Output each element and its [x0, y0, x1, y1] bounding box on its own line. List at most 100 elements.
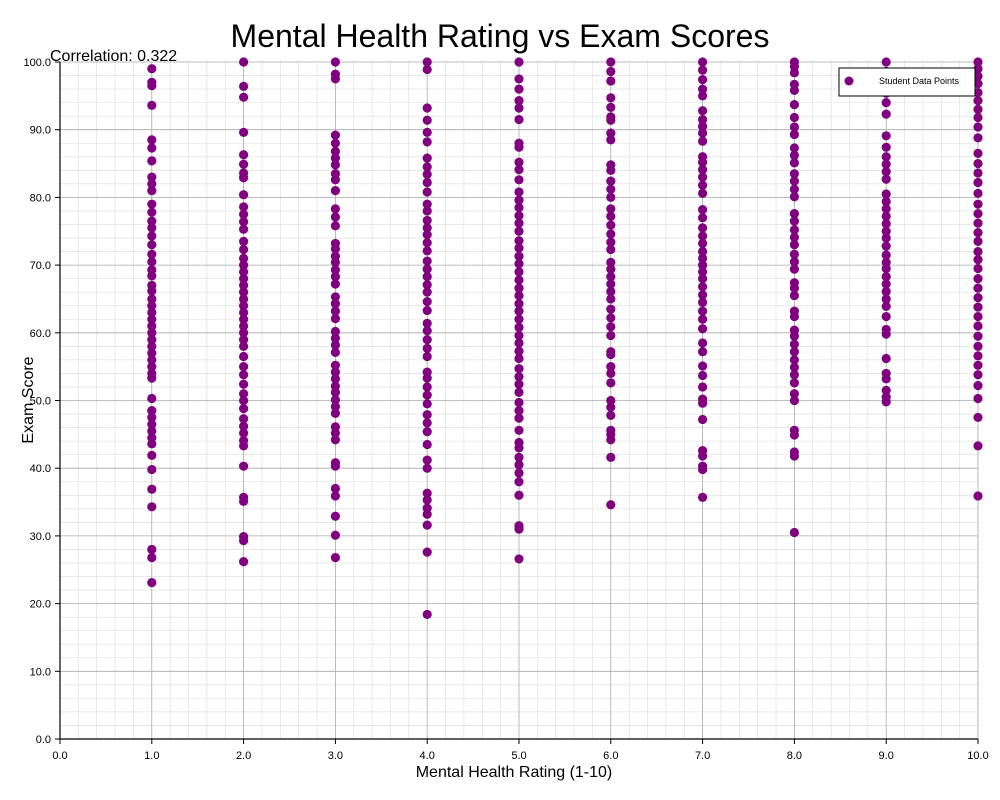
- data-point: [330, 313, 340, 324]
- data-point: [239, 217, 249, 227]
- data-point: [973, 228, 983, 238]
- data-point: [698, 361, 708, 371]
- data-point: [789, 169, 800, 179]
- data-point: [789, 129, 800, 140]
- data-point: [881, 329, 891, 339]
- data-point: [698, 231, 708, 241]
- data-point: [147, 223, 157, 233]
- data-point: [147, 328, 157, 338]
- data-point: [239, 253, 249, 263]
- data-point: [514, 95, 524, 106]
- legend-marker: [844, 76, 854, 86]
- y-tick-label: 10.0: [30, 666, 51, 678]
- data-point: [698, 75, 708, 85]
- data-point: [239, 190, 249, 200]
- data-point: [330, 367, 340, 377]
- data-point: [330, 74, 340, 84]
- data-point: [239, 244, 249, 255]
- data-point: [239, 224, 249, 234]
- data-point: [881, 159, 891, 169]
- data-point: [606, 349, 616, 360]
- data-point: [698, 65, 708, 75]
- data-point: [789, 158, 800, 168]
- x-tick-label: 7.0: [695, 750, 710, 762]
- data-point: [789, 176, 800, 186]
- data-point: [881, 294, 891, 304]
- data-point: [881, 397, 891, 407]
- data-point: [698, 370, 708, 381]
- data-point: [973, 199, 983, 209]
- data-point: [239, 209, 249, 219]
- data-point: [698, 314, 708, 324]
- data-point: [698, 91, 708, 101]
- data-point: [973, 263, 983, 274]
- data-point: [514, 283, 524, 293]
- data-point: [973, 381, 983, 391]
- data-point: [789, 283, 800, 293]
- data-point: [881, 301, 891, 311]
- data-point: [789, 264, 800, 274]
- data-point: [973, 158, 983, 169]
- data-point: [330, 347, 340, 358]
- data-point: [973, 412, 983, 423]
- data-point: [422, 382, 432, 392]
- data-point: [422, 334, 432, 345]
- data-point: [330, 340, 340, 350]
- data-point: [514, 322, 524, 332]
- data-point: [330, 395, 340, 405]
- data-point: [147, 135, 157, 145]
- data-point: [239, 81, 249, 91]
- data-point: [698, 246, 708, 257]
- data-point: [239, 428, 249, 438]
- data-point: [698, 290, 708, 300]
- data-point: [239, 274, 249, 284]
- data-point: [606, 211, 616, 221]
- data-point: [514, 290, 524, 301]
- data-point: [606, 135, 616, 145]
- data-point: [789, 362, 800, 372]
- data-point: [239, 127, 249, 138]
- data-point: [789, 257, 800, 267]
- data-point: [698, 324, 708, 334]
- data-point: [606, 272, 616, 282]
- data-point: [422, 488, 432, 498]
- data-point: [514, 524, 524, 534]
- data-point: [239, 328, 249, 338]
- data-point: [789, 378, 800, 388]
- data-point: [973, 370, 983, 380]
- data-point: [422, 287, 432, 297]
- data-point: [698, 106, 708, 116]
- data-point: [422, 439, 432, 450]
- data-point: [789, 331, 800, 341]
- data-point: [330, 265, 340, 275]
- data-point: [789, 395, 800, 406]
- data-point: [881, 131, 891, 141]
- data-point: [973, 104, 983, 114]
- data-point: [698, 128, 708, 138]
- data-point: [422, 137, 432, 147]
- data-point: [514, 425, 524, 435]
- data-point: [698, 213, 708, 223]
- data-point: [514, 74, 524, 84]
- data-point: [514, 165, 524, 175]
- data-point: [422, 318, 432, 328]
- data-point: [973, 491, 983, 501]
- x-tick-label: 2.0: [236, 750, 251, 762]
- data-point: [147, 321, 157, 331]
- data-point: [422, 153, 432, 163]
- data-point: [422, 455, 432, 465]
- data-point: [973, 168, 983, 178]
- data-point: [239, 496, 249, 506]
- data-point: [698, 464, 708, 475]
- y-tick-label: 100.0: [23, 57, 51, 69]
- data-point: [698, 297, 708, 307]
- data-point: [789, 430, 800, 440]
- data-point: [422, 509, 432, 519]
- data-point: [606, 229, 616, 239]
- data-point: [606, 304, 616, 314]
- data-point: [789, 232, 800, 242]
- data-point: [239, 441, 249, 451]
- data-point: [422, 343, 432, 353]
- y-tick-label: 30.0: [30, 531, 51, 543]
- data-point: [239, 395, 249, 406]
